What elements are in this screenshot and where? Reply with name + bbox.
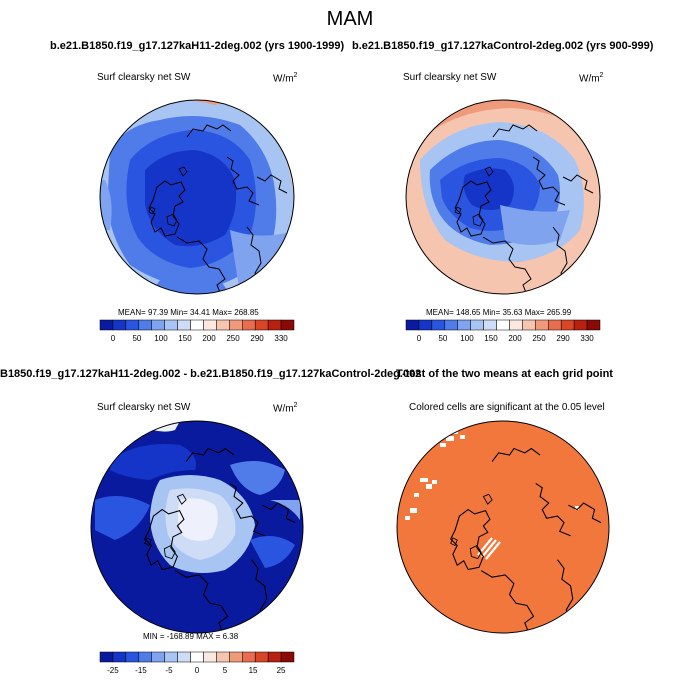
colorbar-swatch — [138, 319, 152, 331]
colorbar-tick-label: 0 — [194, 666, 200, 675]
colorbar-swatch — [125, 319, 140, 331]
colorbar-swatch — [190, 319, 204, 331]
colorbar-tick-label: 200 — [508, 334, 522, 343]
stats-bottom-left: MIN = -168.89 MAX = 6.38 — [143, 632, 239, 641]
colorbar-swatch — [151, 651, 165, 663]
colorbar-swatch — [177, 319, 191, 331]
panel-title-top-right: b.e21.B1850.f19_g17.127kaControl-2deg.00… — [352, 40, 654, 52]
colorbar-top-right — [405, 319, 601, 331]
colorbar-tick-label: 330 — [580, 334, 594, 343]
colorbar-tick-label: -15 — [135, 666, 147, 675]
colorbar-tick-label: 0 — [416, 334, 422, 343]
colorbar-bottom-left — [99, 651, 295, 663]
colorbar-tick-label: 150 — [178, 334, 192, 343]
variable-label-bottom-right: Colored cells are significant at the 0.0… — [409, 402, 605, 413]
colorbar-swatch — [164, 651, 178, 663]
colorbar-swatch — [586, 319, 601, 331]
colorbar-top-left — [99, 319, 295, 331]
colorbar-swatch — [483, 319, 497, 331]
map-bottom-right — [397, 421, 609, 633]
colorbar-tick-label: 100 — [154, 334, 168, 343]
colorbar-swatch — [164, 319, 178, 331]
colorbar-swatch — [177, 651, 191, 663]
stats-top-right: MEAN= 148.65 Min= 35.63 Max= 265.99 — [426, 308, 572, 317]
colorbar-swatch — [522, 319, 536, 331]
colorbar-tick-label: 50 — [132, 334, 142, 343]
panel-title-bottom-right: T-test of the two means at each grid poi… — [396, 368, 613, 380]
colorbar-tick-label: 290 — [250, 334, 264, 343]
colorbar-tick-label: -5 — [165, 666, 173, 675]
colorbar-swatch — [431, 319, 446, 331]
colorbar-swatch — [242, 651, 256, 663]
colorbar-tick-label: 330 — [274, 334, 288, 343]
panel-title-bottom-left: B1850.f19_g17.127kaH11-2deg.002 - b.e21.… — [0, 368, 422, 380]
colorbar-tick-label: 5 — [222, 666, 228, 675]
colorbar-tick-label: 250 — [532, 334, 546, 343]
colorbar-swatch — [254, 319, 269, 331]
colorbar-swatch — [99, 319, 114, 331]
colorbar-swatch — [216, 651, 230, 663]
colorbar-swatch — [112, 319, 127, 331]
colorbar-swatch — [457, 319, 471, 331]
colorbar-tick-label: 15 — [248, 666, 258, 675]
colorbar-swatch — [470, 319, 484, 331]
colorbar-swatch — [509, 319, 523, 331]
colorbar-tick-label: 100 — [460, 334, 474, 343]
colorbar-swatch — [229, 651, 243, 663]
colorbar-tick-label: 250 — [226, 334, 240, 343]
colorbar-swatch — [216, 319, 230, 331]
variable-label-top-right: Surf clearsky net SW — [403, 72, 497, 83]
colorbar-tick-label: 50 — [438, 334, 448, 343]
colorbar-swatch — [125, 651, 140, 663]
units-bottom-left: W/m2 — [273, 402, 298, 415]
colorbar-tick-label: 200 — [202, 334, 216, 343]
colorbar-swatch — [112, 651, 127, 663]
colorbar-tick-label: 0 — [110, 334, 116, 343]
map-bottom-left — [91, 421, 303, 633]
colorbar-swatch — [280, 651, 295, 663]
colorbar-swatch — [190, 651, 204, 663]
colorbar-tick-label: -25 — [107, 666, 119, 675]
map-border-top-right — [405, 99, 601, 295]
colorbar-swatch — [573, 319, 588, 331]
map-border-top-left — [99, 99, 295, 295]
map-border-bottom-left — [90, 420, 304, 634]
colorbar-swatch — [229, 319, 243, 331]
colorbar-swatch — [405, 319, 420, 331]
stats-top-left: MEAN= 97.39 Min= 34.41 Max= 268.85 — [118, 308, 259, 317]
variable-label-top-left: Surf clearsky net SW — [97, 72, 191, 83]
map-top-right — [406, 100, 600, 294]
variable-label-bottom-left: Surf clearsky net SW — [97, 402, 191, 413]
units-top-right: W/m2 — [579, 72, 604, 85]
colorbar-swatch — [444, 319, 458, 331]
colorbar-swatch — [418, 319, 433, 331]
units-top-left: W/m2 — [273, 72, 298, 85]
panel-title-top-left: b.e21.B1850.f19_g17.127kaH11-2deg.002 (y… — [50, 40, 345, 52]
colorbar-swatch — [548, 319, 562, 331]
colorbar-swatch — [99, 651, 114, 663]
colorbar-swatch — [496, 319, 510, 331]
colorbar-swatch — [254, 651, 269, 663]
colorbar-tick-label: 290 — [556, 334, 570, 343]
colorbar-swatch — [560, 319, 575, 331]
colorbar-swatch — [267, 651, 282, 663]
colorbar-swatch — [203, 319, 217, 331]
colorbar-swatch — [151, 319, 165, 331]
colorbar-swatch — [242, 319, 256, 331]
colorbar-tick-label: 25 — [276, 666, 286, 675]
colorbar-swatch — [203, 651, 217, 663]
map-border-bottom-right — [396, 420, 610, 634]
colorbar-swatch — [535, 319, 549, 331]
figure-title: MAM — [326, 8, 374, 30]
colorbar-tick-label: 150 — [484, 334, 498, 343]
map-top-left — [100, 100, 294, 294]
colorbar-swatch — [267, 319, 282, 331]
colorbar-swatch — [280, 319, 295, 331]
colorbar-swatch — [138, 651, 152, 663]
